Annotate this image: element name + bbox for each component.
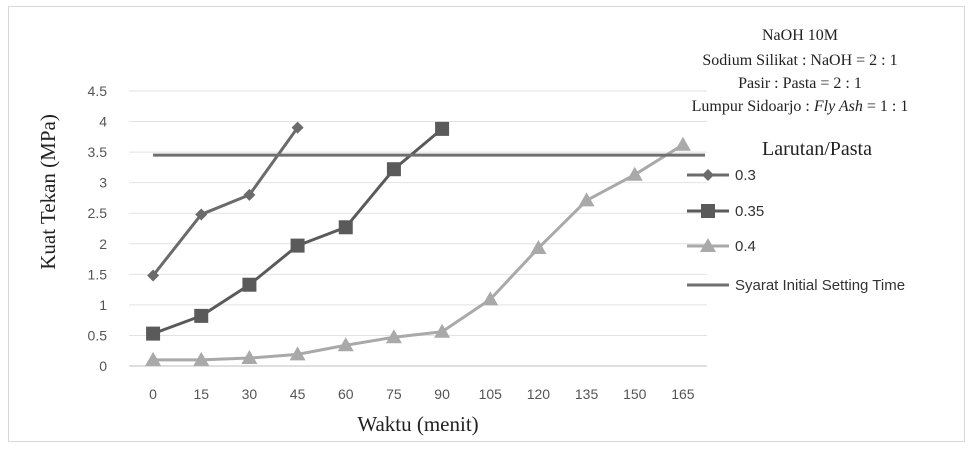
data-point: [674, 136, 691, 151]
series-line: [152, 127, 444, 336]
annotation-flyash-part: Fly Ash: [813, 98, 863, 115]
y-tick-label: 2.5: [88, 205, 108, 221]
data-point: [242, 277, 257, 292]
x-tick-labels: 0 15 30 45 60 75 90 105 120 135 150 165: [149, 386, 695, 402]
annotation-silikat-ratio: Sodium Silikat : NaOH = 2 : 1: [702, 52, 897, 69]
data-point: [291, 121, 304, 134]
x-tick-label: 150: [623, 386, 647, 402]
data-point: [290, 238, 305, 253]
x-tick-label: 120: [527, 386, 551, 402]
x-tick-label: 75: [386, 386, 402, 402]
data-point: [147, 269, 160, 282]
data-point: [434, 323, 451, 338]
y-tick-label: 3.5: [88, 144, 108, 160]
x-tick-label: 135: [575, 386, 599, 402]
legend-marker: [701, 204, 715, 218]
y-tick-label: 0.5: [88, 327, 108, 343]
x-tick-label: 60: [338, 386, 354, 402]
data-point: [338, 220, 353, 235]
series-line: [151, 126, 299, 277]
y-axis-label: Kuat Tekan (MPa): [36, 114, 60, 270]
y-tick-label: 0: [99, 358, 107, 374]
data-point: [241, 350, 258, 365]
y-tick-label: 3: [99, 175, 107, 191]
chart-annotation: NaOH 10M Sodium Silikat : NaOH = 2 : 1 P…: [692, 27, 909, 115]
data-point: [194, 308, 209, 323]
legend-item-4: Syarat Initial Setting Time: [687, 277, 905, 294]
data-point: [482, 291, 499, 306]
data-point: [195, 208, 208, 221]
legend: Larutan/Pasta 0.3 0.35 0.4 Syarat Initial S…: [687, 138, 905, 294]
annotation-lumpur-part: Lumpur Sidoarjo :: [692, 98, 814, 115]
data-point: [626, 166, 643, 181]
y-tick-label: 1.5: [88, 266, 108, 282]
data-point: [243, 188, 256, 201]
y-tick-labels: 0 0.5 1 1.5 2 2.5 3 3.5 4 4.5: [88, 83, 108, 374]
data-point: [193, 351, 210, 366]
data-point: [435, 121, 450, 136]
chart-frame: [8, 6, 965, 442]
x-tick-label: 45: [290, 386, 306, 402]
annotation-lumpur-ratio: Lumpur Sidoarjo : Fly Ash = 1 : 1: [692, 98, 909, 115]
x-tick-label: 165: [671, 386, 695, 402]
annotation-ratio-part: = 1 : 1: [863, 98, 908, 115]
legend-item-2: 0.35: [687, 203, 764, 220]
legend-item-3: 0.4: [687, 238, 756, 255]
x-tick-label: 105: [479, 386, 503, 402]
legend-label: Syarat Initial Setting Time: [735, 277, 905, 294]
y-tick-label: 4.5: [88, 83, 108, 99]
legend-item-1: 0.3: [687, 167, 756, 184]
y-tick-label: 4: [99, 114, 107, 130]
series-2: [146, 121, 450, 341]
annotation-pasir-ratio: Pasir : Pasta = 2 : 1: [738, 75, 862, 92]
y-tick-label: 1: [99, 297, 107, 313]
data-point: [386, 162, 401, 177]
x-tick-label: 0: [149, 386, 157, 402]
legend-label: 0.3: [735, 167, 756, 184]
x-tick-label: 90: [434, 386, 450, 402]
data-point: [530, 240, 547, 255]
x-axis-label: Waktu (menit): [357, 412, 478, 436]
data-point: [385, 329, 402, 344]
series-3: [145, 136, 691, 366]
data-point: [289, 346, 306, 361]
legend-label: 0.35: [735, 203, 764, 220]
data-point: [146, 326, 161, 341]
legend-label: 0.4: [735, 238, 756, 255]
legend-marker: [702, 169, 714, 181]
legend-title: Larutan/Pasta: [762, 138, 872, 160]
annotation-naoh: NaOH 10M: [762, 27, 838, 44]
data-point: [578, 192, 595, 207]
x-tick-label: 30: [242, 386, 258, 402]
series-layer: [145, 121, 705, 366]
x-tick-label: 15: [193, 386, 209, 402]
data-point: [145, 351, 162, 366]
series-line: [153, 143, 684, 362]
gridlines: [129, 90, 707, 367]
data-point: [337, 337, 354, 352]
series-1: [147, 121, 304, 282]
legend-marker: [700, 238, 716, 252]
y-tick-label: 2: [99, 236, 107, 252]
